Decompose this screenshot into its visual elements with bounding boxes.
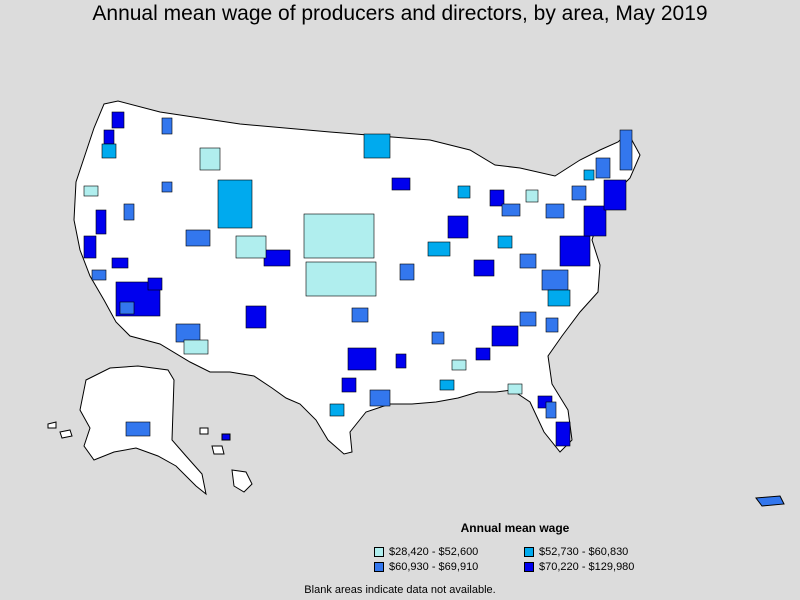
- map-title: Annual mean wage of producers and direct…: [92, 2, 708, 25]
- legend-swatch: [374, 562, 384, 572]
- legend-label: $60,930 - $69,910: [389, 561, 479, 573]
- legend-swatch: [524, 562, 534, 572]
- hawaii-island: [199, 427, 209, 435]
- legend-item: $52,730 - $60,830: [524, 546, 628, 558]
- legend-item: $60,930 - $69,910: [374, 561, 478, 573]
- hawaii-island: [211, 445, 225, 455]
- legend-item: $28,420 - $52,600: [374, 546, 478, 558]
- legend-label: $28,420 - $52,600: [389, 546, 479, 558]
- legend-label: $70,220 - $129,980: [539, 561, 635, 573]
- alaska-island: [59, 429, 73, 439]
- legend-item: $70,220 - $129,980: [524, 561, 634, 573]
- hawaii-island: [221, 433, 231, 441]
- legend-title: Annual mean wage: [460, 521, 570, 535]
- legend-swatch: [524, 547, 534, 557]
- puerto-rico-shape: [755, 495, 785, 507]
- legend-swatch: [374, 547, 384, 557]
- area-alaska-anchorage: [125, 421, 151, 437]
- hawaii-island: [231, 469, 253, 493]
- alaska-island: [47, 421, 57, 429]
- area-shapes: [83, 111, 633, 447]
- footnote: Blank areas indicate data not available.: [304, 584, 496, 596]
- legend-label: $52,730 - $60,830: [539, 546, 629, 558]
